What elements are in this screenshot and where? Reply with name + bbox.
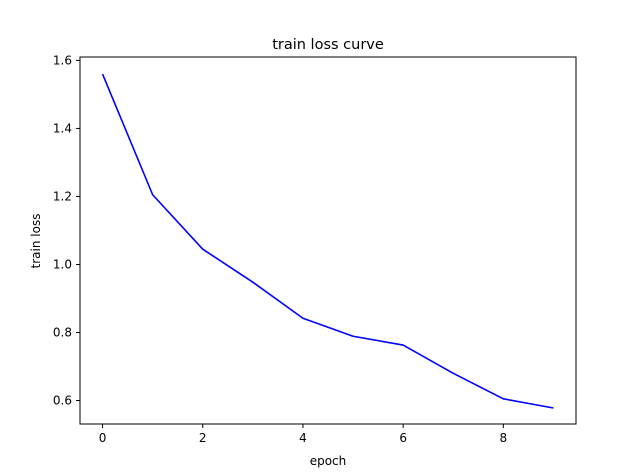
y-axis-label: train loss: [29, 214, 43, 269]
series-layer: [101, 73, 554, 409]
x-tick-label: 8: [500, 431, 508, 445]
y-axis: 0.6 0.8 1.0 1.2 1.4 1.6: [53, 53, 80, 408]
x-tick-label: 2: [199, 431, 207, 445]
y-tick-label: 0.6: [53, 394, 72, 408]
plot-area: [79, 56, 577, 425]
y-tick-label: 1.0: [53, 257, 72, 271]
x-axis: 0 2 4 6 8: [99, 424, 507, 445]
plot-frame: [79, 56, 577, 425]
y-tick-label: 0.8: [53, 326, 72, 340]
x-tick-label: 6: [399, 431, 407, 445]
train-loss-line: [101, 73, 554, 409]
x-tick-label: 4: [299, 431, 307, 445]
y-tick-label: 1.4: [53, 121, 72, 135]
x-tick-label: 0: [99, 431, 107, 445]
y-tick-label: 1.6: [53, 53, 72, 67]
x-axis-label: epoch: [310, 454, 347, 468]
chart-title: train loss curve: [272, 37, 384, 53]
y-tick-label: 1.2: [53, 189, 72, 203]
